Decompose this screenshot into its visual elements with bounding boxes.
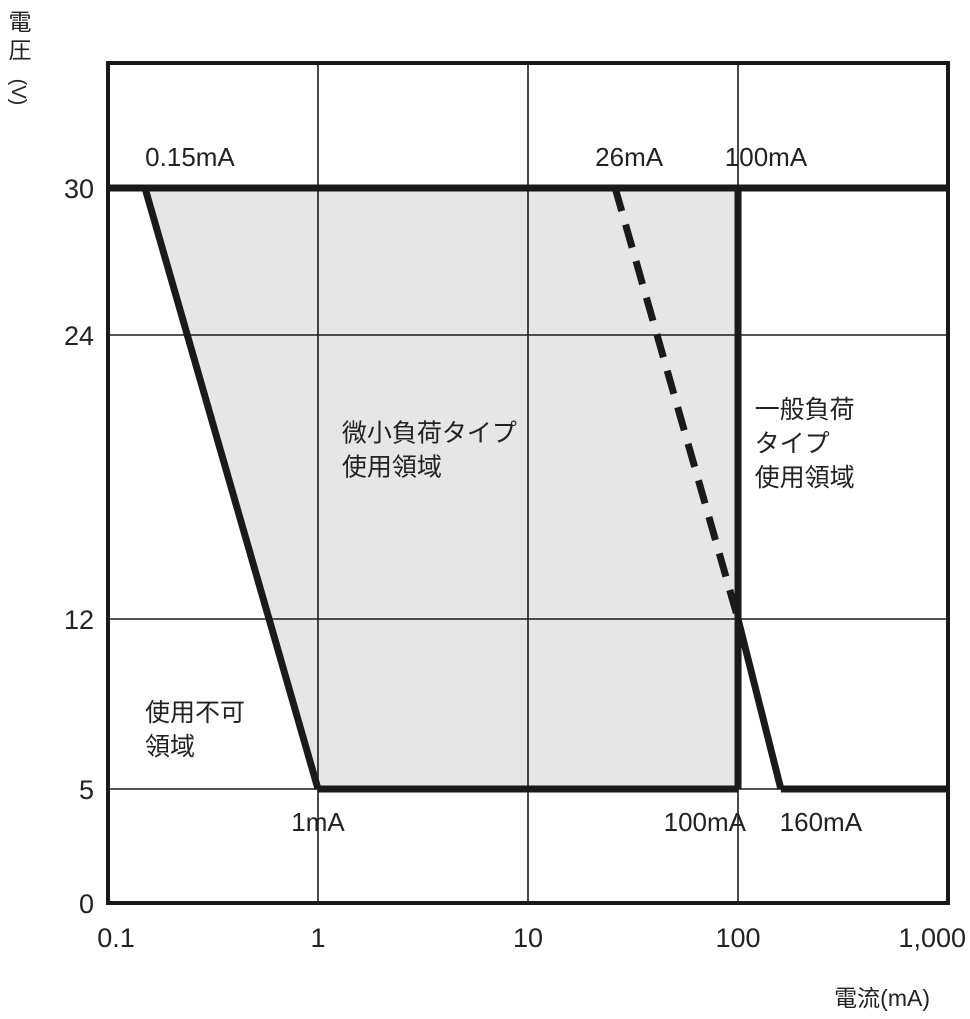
- y-tick-label: 5: [79, 775, 94, 805]
- plot-frame: [106, 61, 950, 905]
- region-label: 一般負荷タイプ使用領域: [755, 396, 855, 492]
- y-tick-label: 30: [64, 174, 94, 204]
- annotations: 0.15mA 26mA 100mA 1mA 100mA 160mA: [145, 142, 863, 837]
- y-axis-label-char: 電: [9, 9, 32, 35]
- y-tick-label: 12: [64, 605, 94, 635]
- annotation-label: 100mA: [664, 807, 747, 837]
- x-tick-label: 0.1: [97, 923, 135, 953]
- annotation-label: 1mA: [291, 807, 345, 837]
- region-label: 微小負荷タイプ使用領域: [342, 420, 517, 482]
- y-tick-label: 24: [64, 321, 94, 351]
- y-axis-label-char: (V): [7, 79, 29, 106]
- x-tick-label: 10: [513, 923, 543, 953]
- y-axis-label-char: 圧: [9, 37, 32, 63]
- annotation-label: 26mA: [595, 142, 664, 172]
- x-tick-labels: 0.1 1 10 100 1,000: [97, 923, 966, 953]
- x-axis-label: 電流(mA): [834, 985, 930, 1011]
- region-label: 使用不可領域: [145, 699, 245, 761]
- y-tick-label: 0: [79, 889, 94, 919]
- boundary-lines: [108, 184, 948, 793]
- series-line-4: [734, 618, 785, 790]
- region-label-line: タイプ: [755, 430, 830, 458]
- region-label-line: 微小負荷タイプ: [342, 420, 517, 448]
- region-label-line: 領域: [145, 733, 195, 761]
- annotation-label: 160mA: [780, 807, 863, 837]
- series-line-1: [141, 187, 322, 790]
- y-tick-labels: 0 5 12 24 30: [64, 174, 94, 919]
- region-label-line: 一般負荷: [755, 396, 855, 424]
- region-label-line: 使用不可: [145, 699, 245, 727]
- annotation-label: 100mA: [725, 142, 808, 172]
- y-axis-label: 電圧 (V): [7, 9, 32, 105]
- annotation-label: 0.15mA: [145, 142, 235, 172]
- shaded-operating-region: [144, 188, 738, 789]
- x-tick-label: 1: [310, 923, 325, 953]
- x-tick-label: 1,000: [898, 923, 966, 953]
- region-label-line: 使用領域: [755, 464, 855, 492]
- x-tick-label: 100: [715, 923, 760, 953]
- region-label-line: 使用領域: [342, 454, 442, 482]
